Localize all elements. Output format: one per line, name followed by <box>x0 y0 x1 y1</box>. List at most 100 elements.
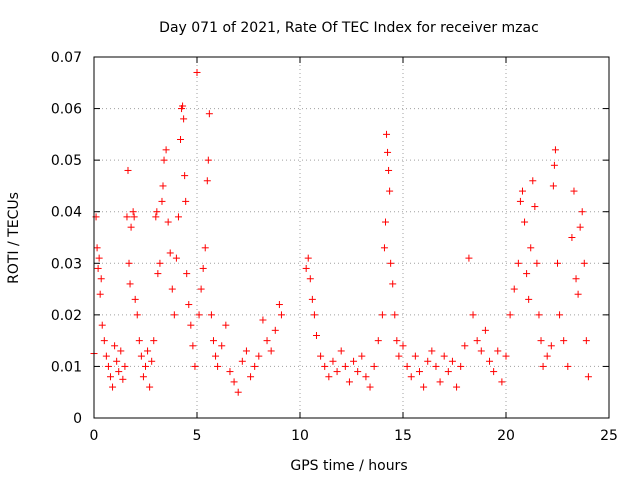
data-point <box>129 208 137 216</box>
data-point <box>428 347 436 355</box>
data-point <box>222 321 230 329</box>
data-point <box>123 213 131 221</box>
data-point <box>259 316 267 324</box>
x-tick-label-0: 0 <box>90 428 99 444</box>
data-point <box>170 311 178 319</box>
data-point <box>230 378 238 386</box>
data-point <box>166 249 174 257</box>
data-point <box>130 213 138 221</box>
data-point <box>378 311 386 319</box>
data-point <box>380 244 388 252</box>
data-point <box>389 280 397 288</box>
data-point <box>531 203 539 211</box>
data-point <box>350 357 358 365</box>
data-point <box>113 357 121 365</box>
data-point <box>187 321 195 329</box>
data-point <box>126 280 134 288</box>
data-point <box>152 213 160 221</box>
data-point <box>317 352 325 360</box>
data-point <box>354 368 362 376</box>
y-tick-label-0: 0 <box>73 411 82 427</box>
data-point <box>104 362 112 370</box>
data-point <box>564 362 572 370</box>
data-point <box>308 295 316 303</box>
tick-labels: 0 5 10 15 20 25 0 0.01 0.02 0.03 0.04 0.05 0.06 0.07 <box>51 50 618 444</box>
x-tick-label-4: 20 <box>497 428 515 444</box>
data-point <box>109 383 117 391</box>
data-point <box>556 311 564 319</box>
data-point <box>168 285 176 293</box>
data-point <box>518 187 526 195</box>
data-point <box>385 166 393 174</box>
data-point <box>181 172 189 180</box>
data-point <box>407 373 415 381</box>
data-point <box>150 337 158 345</box>
y-tick-label-7: 0.07 <box>51 50 82 66</box>
data-point <box>549 182 557 190</box>
data-point <box>533 259 541 267</box>
data-point <box>96 290 104 298</box>
data-point <box>226 368 234 376</box>
grid <box>94 57 609 418</box>
data-point <box>115 368 123 376</box>
data-point <box>137 352 145 360</box>
data-point <box>234 388 242 396</box>
data-point <box>543 352 551 360</box>
data-point <box>490 368 498 376</box>
data-point <box>444 368 452 376</box>
data-point <box>182 197 190 205</box>
data-point <box>514 259 522 267</box>
data-point <box>381 218 389 226</box>
data-point <box>529 177 537 185</box>
data-point <box>337 347 345 355</box>
data-point <box>374 337 382 345</box>
data-point <box>95 254 103 262</box>
data-point <box>391 311 399 319</box>
data-point <box>550 161 558 169</box>
data-point <box>551 146 559 154</box>
data-point <box>554 259 561 267</box>
data-point <box>97 275 105 283</box>
data-point <box>582 337 590 345</box>
data-point <box>255 352 263 360</box>
data-point <box>193 68 201 76</box>
data-point <box>275 301 283 309</box>
data-point <box>148 357 156 365</box>
data-point <box>197 285 205 293</box>
data-point <box>539 362 547 370</box>
data-point <box>477 347 485 355</box>
data-point <box>247 373 255 381</box>
data-point <box>164 218 172 226</box>
data-point <box>203 177 211 185</box>
data-point <box>473 337 481 345</box>
data-point <box>102 352 110 360</box>
data-point <box>580 259 588 267</box>
data-point <box>329 357 337 365</box>
data-point <box>111 342 119 350</box>
data-point <box>384 148 392 156</box>
data-point <box>306 275 314 283</box>
data-point <box>124 166 132 174</box>
data-point <box>366 383 374 391</box>
data-point <box>304 254 312 262</box>
data-point <box>370 362 378 370</box>
data-point <box>158 197 166 205</box>
data-point <box>537 337 545 345</box>
data-point <box>494 347 502 355</box>
data-point <box>502 352 510 360</box>
data-point <box>117 347 125 355</box>
data-point <box>345 378 353 386</box>
data-point <box>486 357 494 365</box>
data-point <box>393 337 401 345</box>
data-point <box>362 373 370 381</box>
data-point <box>506 311 514 319</box>
data-point <box>271 326 279 334</box>
data-point <box>574 290 582 298</box>
data-point <box>469 311 477 319</box>
data-point <box>144 347 152 355</box>
data-point <box>251 362 259 370</box>
data-point <box>159 182 167 190</box>
data-point <box>440 352 448 360</box>
data-point <box>432 362 440 370</box>
data-point <box>160 156 168 164</box>
